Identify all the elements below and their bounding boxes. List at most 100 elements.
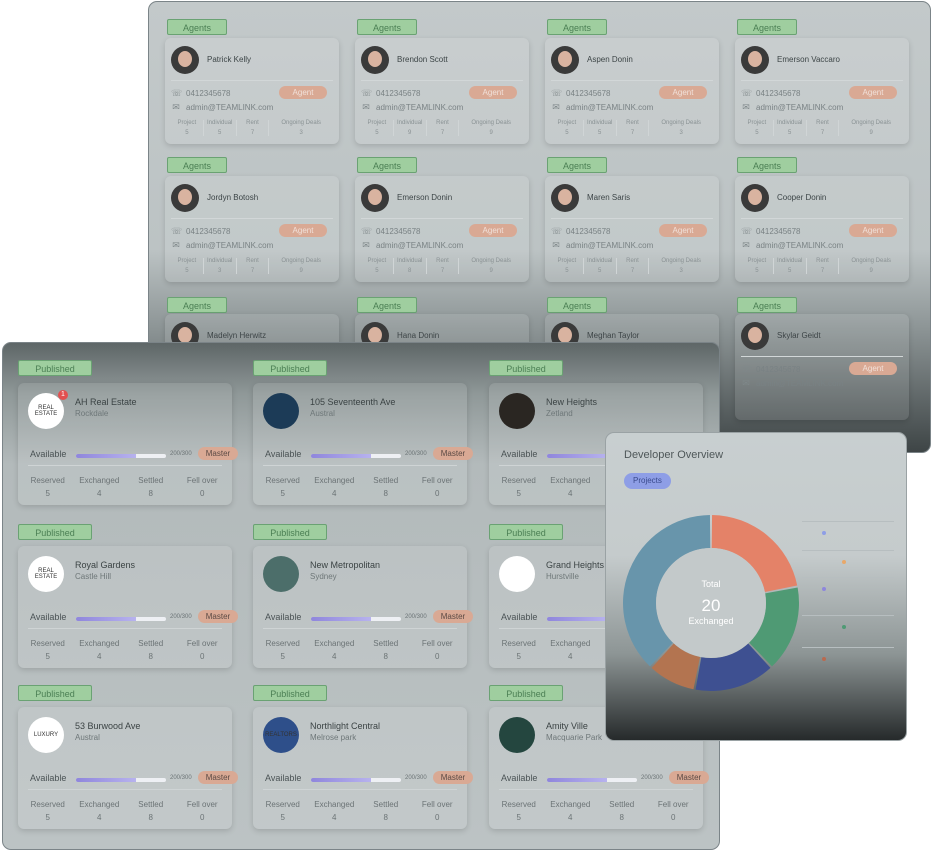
project-status-tag: Published — [489, 685, 563, 701]
agent-email-value: admin@TEAMLINK.com — [756, 241, 844, 250]
agent-phone: ☏ 0412345678 — [171, 88, 231, 99]
agent-stat-value: 7 — [630, 268, 635, 274]
agent-stat: Ongoing Deals 9 — [269, 258, 333, 274]
agent-stat: Project 5 — [361, 120, 394, 136]
legend-color-dot — [822, 587, 826, 591]
project-stat: Exchanged 4 — [309, 800, 361, 822]
agent-tag: Agents — [737, 157, 797, 173]
agent-name: Maren Saris — [587, 193, 631, 202]
available-label: Available — [30, 449, 67, 459]
agent-card[interactable]: Emerson Vaccaro ☏ 0412345678 ✉ admin@TEAMLIN… — [735, 38, 909, 144]
donut-center — [656, 548, 766, 658]
project-stat: Settled 8 — [360, 800, 412, 822]
agent-email: ✉ admin@TEAMLINK.com — [171, 102, 273, 113]
project-stat-label: Reserved — [30, 476, 65, 485]
agent-stat-label: Rent — [816, 258, 829, 264]
agent-stat-value: 7 — [250, 268, 255, 274]
project-stat-label: Exchanged — [550, 800, 591, 809]
agent-card[interactable]: Skylar Geidt ☏ 0412345678 ✉ admin@TEAMLINK.c… — [735, 314, 909, 420]
project-name: New Metropolitan — [310, 560, 381, 570]
agent-tag: Agents — [547, 297, 607, 313]
agent-name: Hana Donin — [397, 331, 440, 340]
agents-panel: Agents Patrick Kelly ☏ 0412345678 ✉ admin@TEA… — [148, 1, 931, 453]
donut-segment[interactable] — [651, 643, 701, 690]
project-card[interactable]: New Metropolitan Sydney Available 200/300 Ma… — [253, 546, 473, 668]
donut-center-value: 20 — [702, 596, 721, 615]
projects-filter-pill[interactable]: Projects — [624, 473, 671, 489]
project-stat: Settled 8 — [125, 800, 177, 822]
agent-tag: Agents — [357, 19, 417, 35]
agent-card[interactable]: Cooper Donin ☏ 0412345678 ✉ admin@TEAMLINK.c… — [735, 176, 909, 282]
project-card[interactable]: REAL ESTATE Royal Gardens Castle Hill Avail… — [18, 546, 238, 668]
agent-stat-value: 7 — [440, 130, 445, 136]
agent-tag: Agents — [357, 157, 417, 173]
project-card[interactable]: REALTORS Northlight Central Melrose park Av… — [253, 707, 473, 829]
agent-stat-value: 5 — [185, 268, 189, 274]
donut-segment[interactable] — [623, 515, 711, 667]
project-stat-label: Exchanged — [314, 476, 355, 485]
project-stat-value: 8 — [148, 489, 153, 498]
agent-stat-label: Rent — [816, 120, 829, 126]
donut-segment[interactable] — [711, 515, 798, 593]
agent-card[interactable]: Aspen Donin ☏ 0412345678 ✉ admin@TEAMLINK.co… — [545, 38, 719, 144]
agent-avatar — [171, 184, 199, 212]
donut-segment[interactable] — [695, 643, 771, 691]
agent-card[interactable]: Maren Saris ☏ 0412345678 ✉ admin@TEAMLINK.co… — [545, 176, 719, 282]
agent-stat-value: 5 — [755, 130, 759, 136]
available-label: Available — [30, 612, 67, 622]
project-stat-label: Reserved — [501, 639, 536, 648]
agent-phone-value: 0412345678 — [376, 89, 421, 98]
project-card[interactable]: 105 Seventeenth Ave Austral Available 200/3… — [253, 383, 473, 505]
project-stat-value: 5 — [280, 652, 285, 661]
project-card[interactable]: LUXURY 53 Burwood Ave Austral Available 200/… — [18, 707, 238, 829]
phone-icon: ☏ — [171, 226, 183, 236]
tier-badge: Master — [198, 447, 238, 460]
project-stat-label: Fell over — [186, 639, 218, 648]
agent-stat: Ongoing Deals 3 — [269, 120, 333, 136]
project-stat: Reserved 5 — [493, 639, 545, 661]
tier-badge: Master — [669, 771, 709, 784]
agent-stat-label: Project — [177, 258, 197, 264]
project-location: Melrose park — [310, 733, 357, 742]
availability-bar-fill — [76, 778, 137, 782]
project-stats: Reserved 5 Exchanged 4 Settled 8 Fell over 0 — [22, 476, 228, 498]
agent-stat-label: Project — [367, 258, 387, 264]
agent-card[interactable]: Emerson Donin ☏ 0412345678 ✉ admin@TEAMLINK.… — [355, 176, 529, 282]
agent-stat-label: Rent — [626, 258, 639, 264]
project-logo: LUXURY — [28, 717, 64, 753]
project-logo — [499, 556, 535, 592]
available-value: 200/300 — [170, 451, 192, 457]
project-divider — [28, 628, 222, 629]
project-location: Austral — [75, 733, 100, 742]
agent-stat: Individual 5 — [774, 120, 807, 136]
agent-phone: ☏ 0412345678 — [741, 226, 801, 237]
agent-stat: Rent 7 — [237, 258, 270, 274]
project-name: 105 Seventeenth Ave — [310, 397, 396, 407]
project-status-tag: Published — [489, 360, 563, 376]
agent-avatar — [361, 184, 389, 212]
availability-bar-fill — [547, 617, 608, 621]
project-stat-value: 8 — [383, 489, 388, 498]
agent-email-value: admin@TEAMLINK.com — [376, 103, 464, 112]
available-label: Available — [501, 773, 538, 783]
developer-overview-title: Developer Overview — [624, 449, 724, 461]
agent-card[interactable]: Patrick Kelly ☏ 0412345678 ✉ admin@TEAMLINK.… — [165, 38, 339, 144]
agent-card[interactable]: Jordyn Botosh ☏ 0412345678 ✉ admin@TEAMLINK.… — [165, 176, 339, 282]
available-value: 200/300 — [170, 614, 192, 620]
availability-bar — [76, 454, 166, 458]
project-stat-label: Fell over — [421, 800, 453, 809]
project-location: Hurstville — [546, 572, 579, 581]
agent-stat-value: 5 — [185, 130, 189, 136]
mail-icon: ✉ — [742, 378, 750, 388]
project-stat: Reserved 5 — [257, 800, 309, 822]
project-status-tag: Published — [18, 360, 92, 376]
mail-icon: ✉ — [172, 240, 180, 250]
agent-card[interactable]: Brendon Scott ☏ 0412345678 ✉ admin@TEAMLINK.… — [355, 38, 529, 144]
phone-icon: ☏ — [741, 226, 753, 236]
agent-stat-value: 8 — [408, 268, 412, 274]
donut-segment[interactable] — [749, 587, 799, 667]
project-card[interactable]: REAL ESTATE 1 AH Real Estate Rockdale Availa… — [18, 383, 238, 505]
project-stat-value: 5 — [516, 813, 521, 822]
project-stat-label: Settled — [373, 800, 399, 809]
agent-stat-label: Project — [557, 120, 577, 126]
